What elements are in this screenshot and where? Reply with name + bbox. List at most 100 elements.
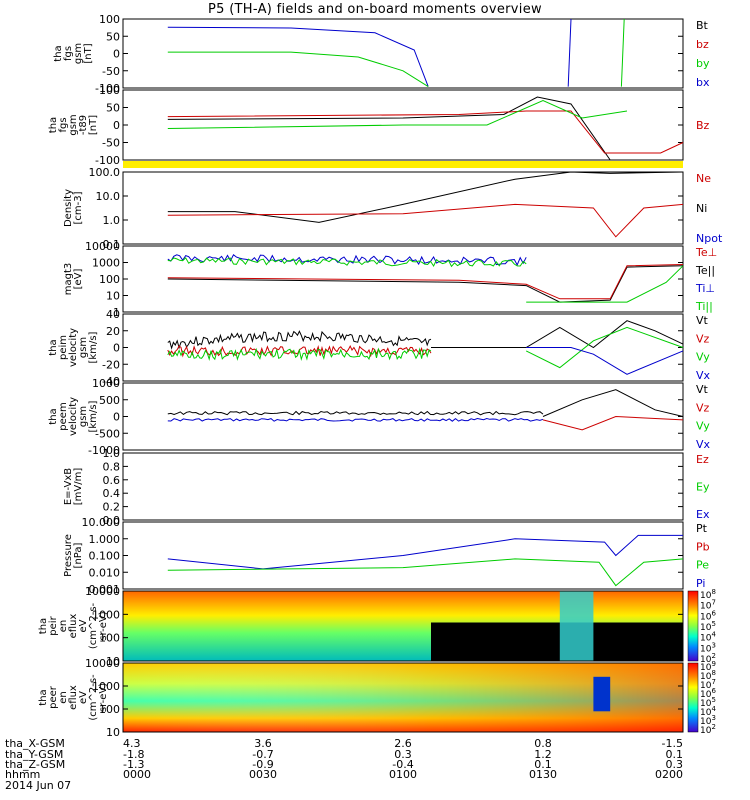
y-axis-label: tha peir en eflux eV (cm^2-s-sr-eV) xyxy=(38,602,109,649)
y-label-line: [km/s] xyxy=(88,331,99,363)
x-tick-label: -0.7 xyxy=(252,748,273,761)
y-tick-label: 50 xyxy=(106,30,120,43)
y-tick-label: 100 xyxy=(99,703,120,716)
ti-late-trace xyxy=(526,265,684,303)
y-label-line: (cm^2-s- xyxy=(88,674,99,721)
legend-entry: Pi xyxy=(696,577,705,590)
ti-par-trace xyxy=(167,257,527,268)
legend-entry: Pb xyxy=(696,540,710,553)
ni-trace xyxy=(167,171,684,223)
pi-trace xyxy=(167,534,683,570)
y-axis-label: tha fgs gsm [nT] xyxy=(53,43,94,64)
y-tick-label: 0.4 xyxy=(103,487,121,500)
legend-entry: Ez xyxy=(696,453,709,466)
y-tick-label: 0.001 xyxy=(89,583,121,596)
y-axis-label: tha fgs gsm -t89 [nT] xyxy=(48,114,99,135)
x-tick-label: 0030 xyxy=(249,768,277,781)
y-tick-label: 0.100 xyxy=(89,550,121,563)
y-tick-label: -500 xyxy=(95,427,120,440)
vz-elec-late-trace xyxy=(542,415,684,431)
y-label-line: gsm xyxy=(78,406,89,427)
y-label-line: velocity xyxy=(68,328,79,367)
y-label-line: fgs xyxy=(63,46,74,61)
y-tick-label: 1000 xyxy=(92,680,120,693)
y-tick-label: 20 xyxy=(106,325,120,338)
y-tick-label: 0.010 xyxy=(89,566,121,579)
legend-entry: Ex xyxy=(696,508,710,521)
flux-dip xyxy=(593,676,611,712)
y-tick-label: 0 xyxy=(113,119,120,132)
panel-frame xyxy=(122,662,684,733)
y-tick-label: 500 xyxy=(99,394,120,407)
y-label-line: velocity xyxy=(68,397,79,436)
legend-entry: Te|| xyxy=(695,264,715,277)
y-tick-label: 100 xyxy=(99,84,120,97)
y-tick-label: 0.1 xyxy=(103,238,121,251)
y-tick-label: 0 xyxy=(113,411,120,424)
y-label-line: eV xyxy=(78,619,89,632)
ne-trace xyxy=(167,203,684,238)
x-tick-label: 0200 xyxy=(655,768,683,781)
y-tick-label: 10000 xyxy=(85,657,120,670)
y-tick-label: -1000 xyxy=(88,444,120,457)
vt-elec-trace xyxy=(167,410,544,416)
panel-frame xyxy=(122,382,684,451)
y-label-line: gsm xyxy=(68,114,79,135)
y-label-line: gsm xyxy=(73,43,84,64)
y-label-line: en xyxy=(58,620,69,633)
vt-elec-late-trace xyxy=(542,389,684,417)
colorbar-label: 108 xyxy=(700,669,716,682)
legend-entry: Vz xyxy=(696,332,710,345)
y-label-line: Density xyxy=(63,189,74,227)
legend-entry: Ti⊥ xyxy=(695,282,715,295)
x-row-label: hhmm xyxy=(5,768,40,781)
y-axis-label: magt3 [eV] xyxy=(63,263,84,296)
panel-4: 10000 1000 100 10 1 magt3 [eV] Te⊥ Te|| Ti⊥ Ti|| xyxy=(63,240,717,319)
y-label-line: en xyxy=(58,691,69,704)
colorbar-label: 105 xyxy=(700,696,716,709)
by-delta-trace xyxy=(167,99,628,129)
colorbar-label: 104 xyxy=(700,705,716,718)
colorbar-label: 103 xyxy=(700,641,716,654)
y-tick-label: 1.0 xyxy=(103,447,121,460)
x-tick-label: 0.1 xyxy=(534,758,552,771)
flux-band xyxy=(559,591,594,661)
y-tick-label: 100 xyxy=(99,273,120,286)
x-tick-label: 0000 xyxy=(123,768,151,781)
y-label-line: tha xyxy=(48,339,59,355)
colorbar-label: 107 xyxy=(700,678,716,691)
y-label-line: [nT] xyxy=(83,43,94,63)
date-label: 2014 Jun 07 xyxy=(5,779,71,792)
panel-frame xyxy=(122,313,684,382)
x-tick-label: -1.3 xyxy=(123,758,144,771)
vy-ion-trace xyxy=(167,347,432,362)
y-tick-label: 10000 xyxy=(85,240,120,253)
y-tick-label: 0.8 xyxy=(103,460,121,473)
colorbar-label: 108 xyxy=(700,588,716,601)
legend-entry: Vy xyxy=(696,420,710,433)
panel-2: 100 50 0 -50 -100 tha fgs gsm -t89 [nT] Bz xyxy=(48,84,710,167)
y-tick-label: 1000 xyxy=(92,608,120,621)
y-tick-label: 0.6 xyxy=(103,474,121,487)
x-tick-label: 2.6 xyxy=(394,737,412,750)
y-label-line: eV xyxy=(78,691,89,704)
x-tick-label: 3.6 xyxy=(254,737,272,750)
panel-7: 1.00.80.60.40.20.0 E=-VxB [mV/m] Ez Ey Ex xyxy=(63,447,710,527)
legend-entry: bz xyxy=(696,38,709,51)
x-tick-label: 0.1 xyxy=(666,748,684,761)
legend-entry: Te⊥ xyxy=(695,246,717,259)
colorbar-label: 109 xyxy=(700,660,716,673)
panel-frame xyxy=(122,171,684,245)
y-label-line: E=-VxB xyxy=(63,468,74,505)
legend-entry: Ne xyxy=(696,172,711,185)
y-label-line: (cm^2-s- xyxy=(88,602,99,649)
legend-entry: Vx xyxy=(696,438,711,451)
bt-delta-trace xyxy=(167,96,611,161)
y-tick-label: 100.0 xyxy=(89,166,121,179)
legend-entry: by xyxy=(696,57,710,70)
legend-entry: Pt xyxy=(696,522,708,535)
y-tick-label: -100 xyxy=(95,154,120,167)
y-label-line: tha xyxy=(38,618,49,634)
x-tick-label: 4.3 xyxy=(123,737,141,750)
y-label-line: gsm xyxy=(78,337,89,358)
